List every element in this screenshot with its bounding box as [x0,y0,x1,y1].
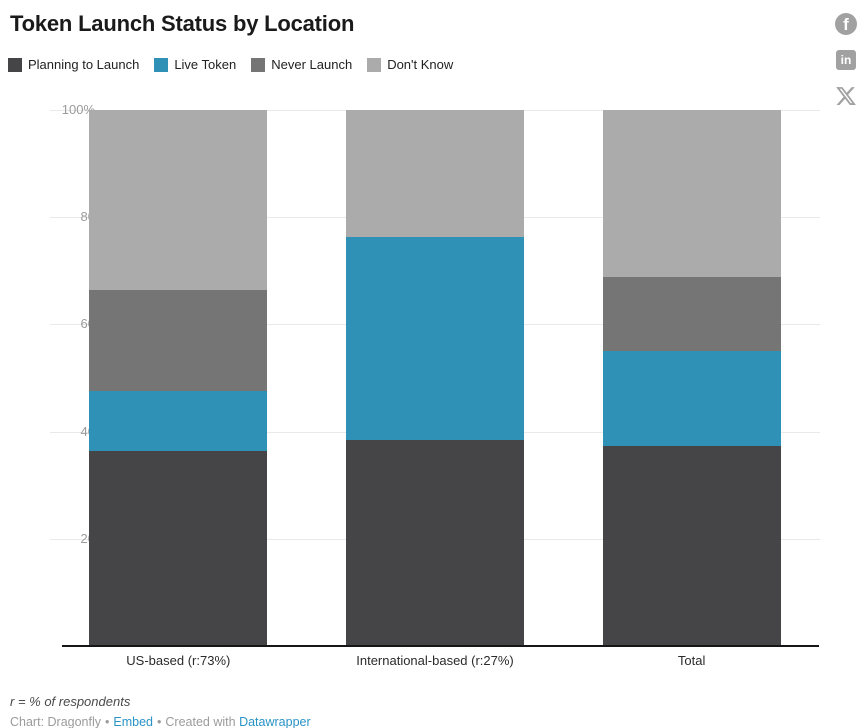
bar-international-based-r-27 [346,110,524,646]
x-icon[interactable] [835,85,857,107]
y-tick-label: 100% [61,102,95,117]
bar-segment-live-token[interactable] [602,351,781,447]
bar-segment-live-token[interactable] [346,236,524,441]
bar-segment-don-t-know[interactable] [89,110,268,290]
chart-legend: Planning to Launch Live Token Never Launch… [8,57,453,72]
legend-item-live-token: Live Token [154,57,236,72]
linkedin-icon[interactable]: in [836,50,856,70]
legend-label: Don't Know [387,57,454,72]
bar-segment-never-launch[interactable] [602,276,781,352]
y-tick-label: 40 [80,423,95,439]
x-axis-line [62,645,819,647]
bar-segment-don-t-know[interactable] [602,110,781,277]
bar-segment-don-t-know[interactable] [346,110,524,237]
page-title: Token Launch Status by Location [10,11,355,36]
bar-segment-planning-to-launch[interactable] [346,440,524,646]
credit-separator: • [105,715,110,728]
legend-item-never-launch: Never Launch [251,57,352,72]
y-tick-label: 60 [80,316,95,332]
embed-link[interactable]: Embed [113,715,154,728]
social-share-bar: f in [835,13,857,107]
legend-swatch [251,57,266,72]
x-axis-label-total: Total [677,653,706,668]
legend-item-don-t-know: Don't Know [367,57,453,72]
bar-total [602,110,781,646]
chart-credit: Chart: Dragonfly • Embed • Created with Data… [10,715,311,728]
y-tick-label: 80 [80,209,95,225]
x-axis-label-international-based-r-27: International-based (r:27%) [356,653,514,668]
legend-swatch [154,57,169,72]
credit-created-with: Created with [165,715,236,728]
datawrapper-link[interactable]: Datawrapper [239,715,311,728]
bar-segment-planning-to-launch[interactable] [89,450,268,646]
legend-label: Never Launch [271,57,353,72]
facebook-icon[interactable]: f [835,13,857,35]
legend-label: Live Token [174,57,237,72]
credit-separator: • [157,715,162,728]
y-tick-label: 20 [80,530,95,546]
legend-label: Planning to Launch [28,57,140,72]
x-axis-label-us-based-r-73: US-based (r:73%) [126,653,231,668]
bar-us-based-r-73 [89,110,268,646]
bar-segment-planning-to-launch[interactable] [602,446,781,646]
legend-item-planning-to-launch: Planning to Launch [8,57,139,72]
bar-segment-never-launch[interactable] [89,289,268,391]
legend-swatch [367,57,382,72]
bar-segment-live-token[interactable] [89,390,268,451]
chart-note: r = % of respondents [10,694,131,709]
credit-prefix: Chart: Dragonfly [10,715,102,728]
legend-swatch [8,57,22,72]
chart-plot-area: 100% 80 60 40 20 [50,102,820,647]
